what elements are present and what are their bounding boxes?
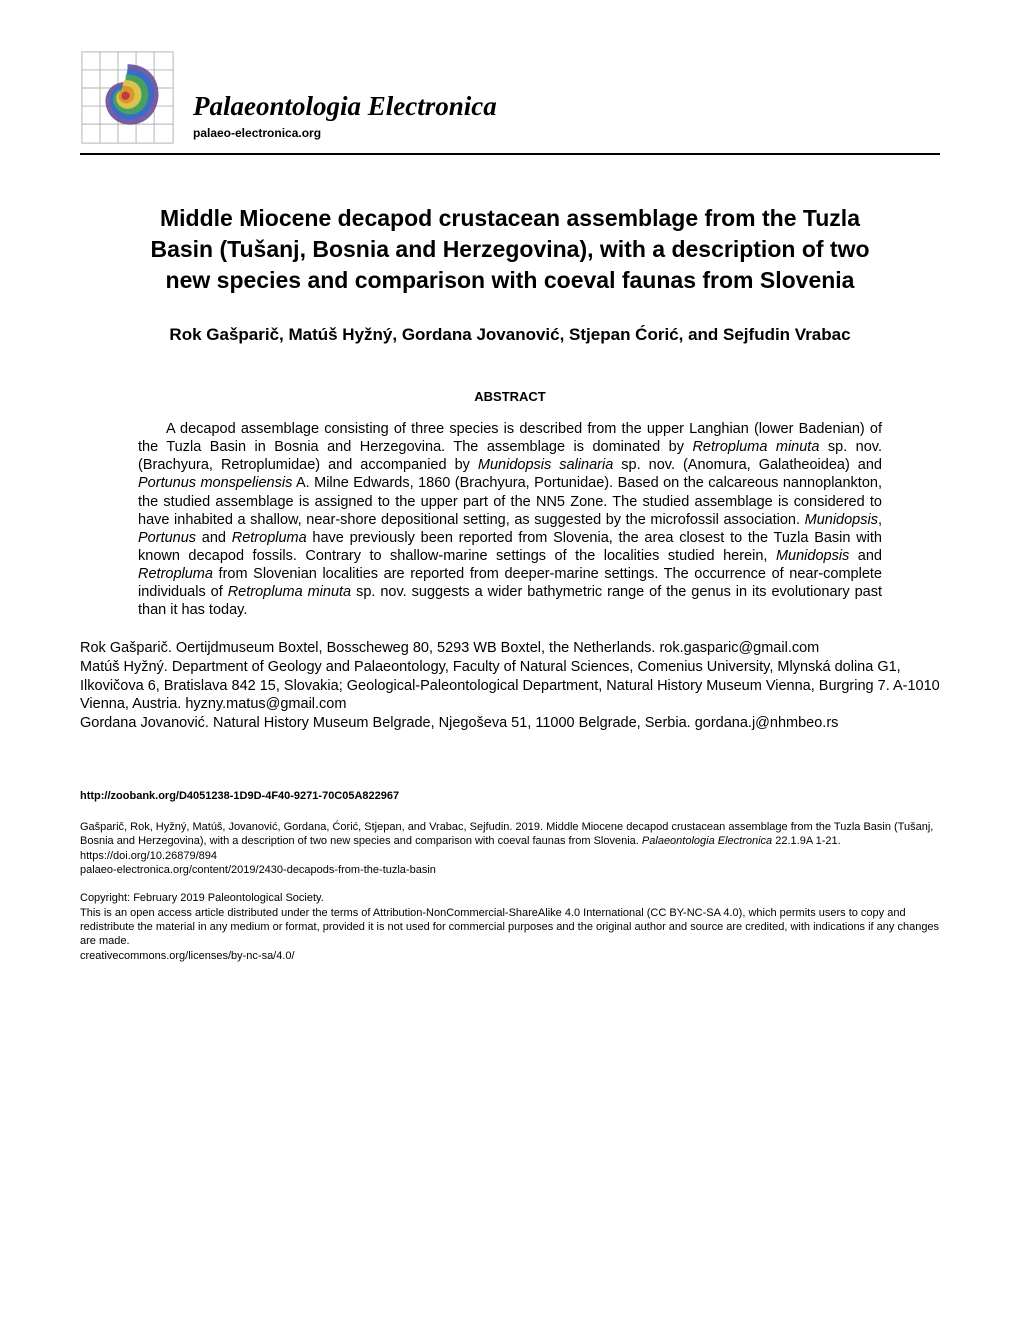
header-rule bbox=[80, 153, 940, 155]
zoobank-link: http://zoobank.org/D4051238-1D9D-4F40-92… bbox=[80, 790, 940, 802]
article-authors: Rok Gašparič, Matúš Hyžný, Gordana Jovan… bbox=[80, 324, 940, 347]
author-affiliations: Rok Gašparič. Oertijdmuseum Boxtel, Boss… bbox=[80, 639, 940, 732]
article-title: Middle Miocene decapod crustacean assemb… bbox=[140, 203, 880, 296]
journal-name: Palaeontologia Electronica bbox=[193, 92, 497, 122]
journal-url: palaeo-electronica.org bbox=[193, 126, 497, 140]
journal-info: Palaeontologia Electronica palaeo-electr… bbox=[193, 50, 497, 140]
copyright-block: Copyright: February 2019 Paleontological… bbox=[80, 891, 940, 962]
journal-header: Palaeontologia Electronica palaeo-electr… bbox=[80, 50, 940, 145]
journal-logo bbox=[80, 50, 175, 145]
abstract-heading: ABSTRACT bbox=[80, 389, 940, 404]
abstract-body: A decapod assemblage consisting of three… bbox=[138, 420, 882, 619]
citation-block: Gašparič, Rok, Hyžný, Matúš, Jovanović, … bbox=[80, 820, 940, 877]
